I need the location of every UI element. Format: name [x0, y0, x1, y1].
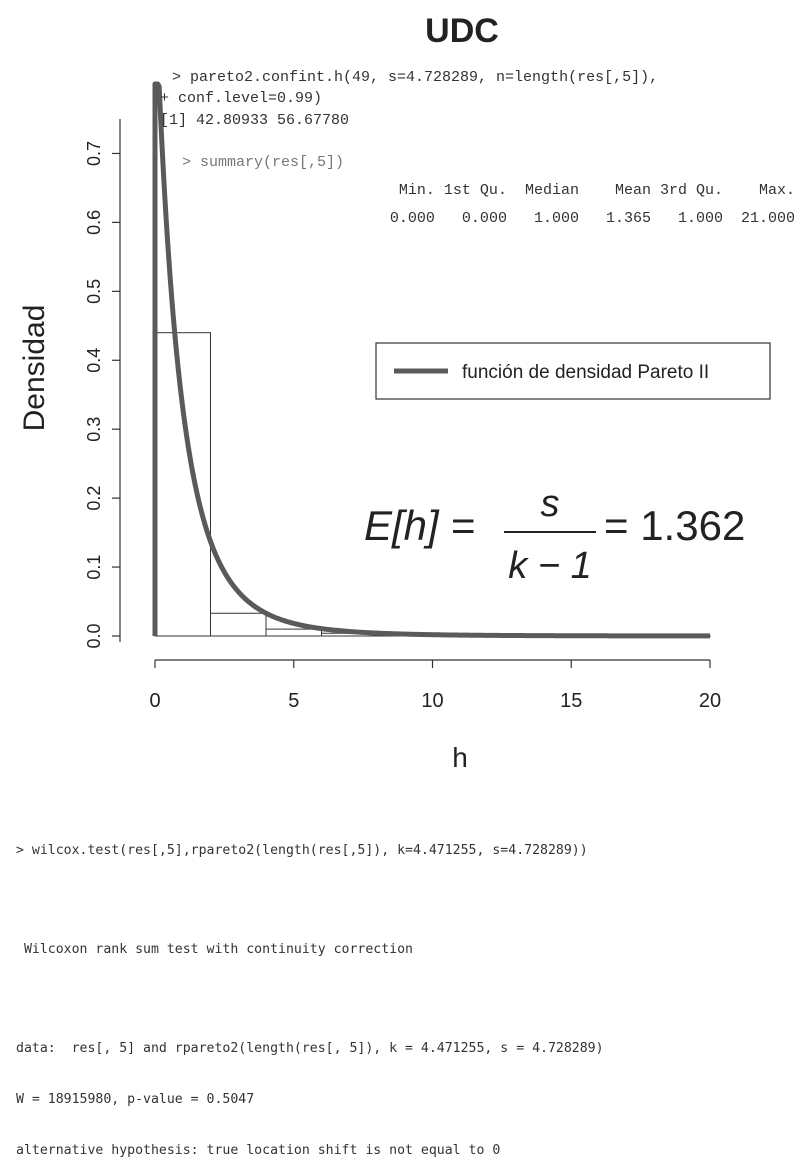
wilcox-alternative-line: alternative hypothesis: true location sh…	[16, 1143, 501, 1158]
y-tick-label: 0.6	[84, 210, 104, 235]
y-tick-label: 0.2	[84, 486, 104, 511]
x-tick-label: 15	[560, 690, 582, 712]
wilcox-data-line: data: res[, 5] and rpareto2(length(res[,…	[16, 1041, 604, 1056]
legend: función de densidad Pareto II	[375, 342, 771, 400]
formula-lhs: E[h] =	[364, 502, 475, 549]
summary-header-row: Min. 1st Qu. Median Mean 3rd Qu. Max.	[399, 182, 795, 199]
summary-console-overlay: > summary(res[,5]) Min. 1st Qu. Median M…	[182, 154, 795, 227]
summary-command: > summary(res[,5])	[182, 154, 344, 171]
y-tick-label: 0.0	[84, 623, 104, 648]
y-tick-label: 0.3	[84, 417, 104, 442]
x-tick-label: 5	[288, 690, 299, 712]
histogram-bar	[210, 612, 267, 637]
y-tick-label: 0.7	[84, 141, 104, 166]
histogram-bar	[154, 332, 211, 637]
y-tick-label: 0.4	[84, 348, 104, 373]
y-axis-label: Densidad	[18, 305, 51, 432]
x-axis-label: h	[452, 742, 468, 773]
x-tick-label: 20	[699, 690, 721, 712]
confint-console-overlay: > pareto2.confint.h(49, s=4.728289, n=le…	[160, 69, 658, 129]
confint-command-line-2: + conf.level=0.99)	[160, 90, 322, 107]
chart-title: UDC	[425, 12, 499, 50]
x-axis-ticks: 0 5 10 15 20	[149, 660, 721, 712]
pareto-density-chart: UDC 0.0 0.1 0.2 0.3 0.4 0.5 0.6 0.7 0 5 10 15 20 De…	[18, 12, 795, 773]
summary-values-row: 0.000 0.000 1.000 1.365 1.000 21.000	[390, 210, 795, 227]
density-curve-pareto-ii	[152, 81, 712, 639]
legend-label: función de densidad Pareto II	[462, 362, 709, 383]
formula-denominator: k − 1	[508, 545, 591, 587]
wilcox-statistic-line: W = 18915980, p-value = 0.5047	[16, 1092, 255, 1107]
y-axis-ticks: 0.0 0.1 0.2 0.3 0.4 0.5 0.6 0.7	[84, 141, 120, 649]
x-tick-label: 0	[149, 690, 160, 712]
wilcox-command: > wilcox.test(res[,5],rpareto2(length(re…	[16, 843, 588, 858]
confint-result: [1] 42.80933 56.67780	[160, 112, 349, 129]
y-tick-label: 0.5	[84, 279, 104, 304]
x-tick-label: 10	[421, 690, 443, 712]
wilcox-test-console: > wilcox.test(res[,5],rpareto2(length(re…	[16, 808, 796, 1176]
y-tick-label: 0.1	[84, 555, 104, 580]
formula-rhs: = 1.362	[604, 502, 745, 549]
confint-command-line-1: > pareto2.confint.h(49, s=4.728289, n=le…	[172, 69, 658, 86]
expectation-formula: E[h] = s k − 1 = 1.362	[364, 483, 745, 587]
histogram-bar	[265, 628, 322, 637]
formula-numerator: s	[541, 483, 560, 525]
